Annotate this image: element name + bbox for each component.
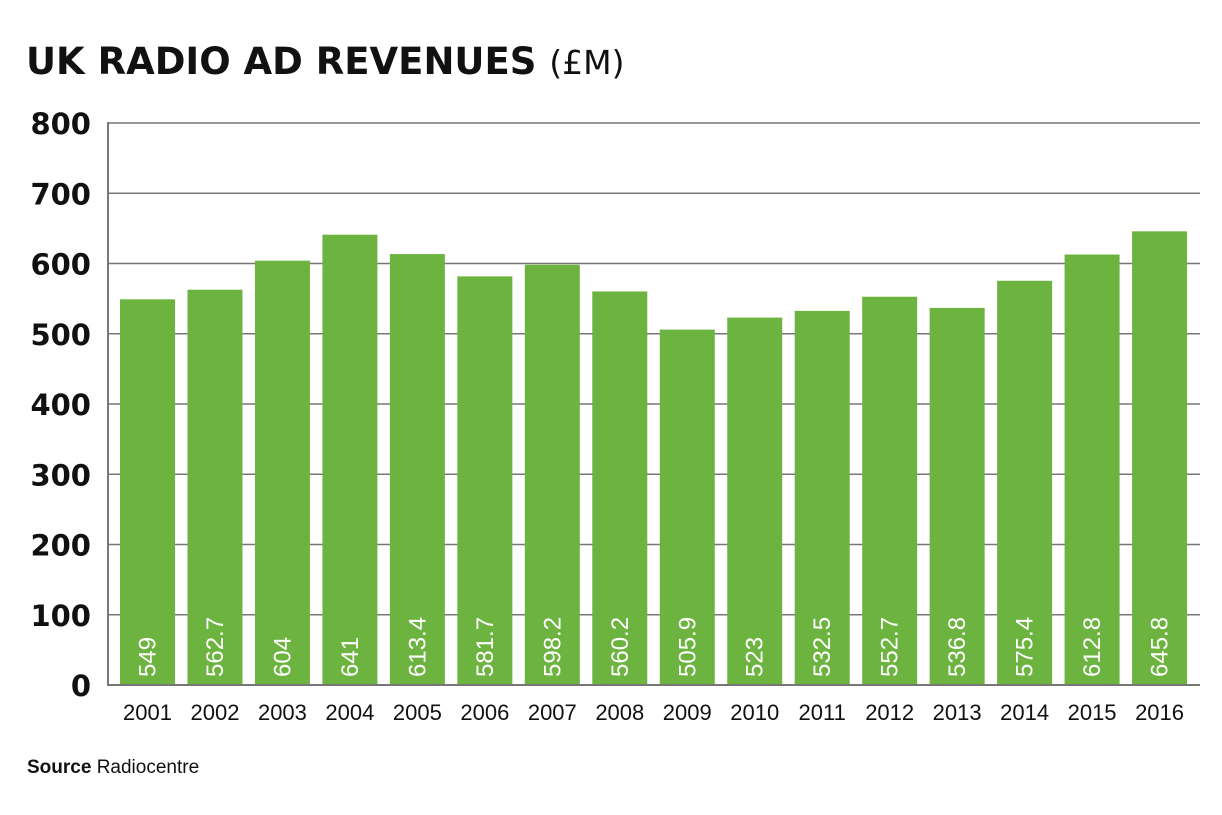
x-tick-label: 2002 bbox=[190, 700, 239, 725]
bar-2009 bbox=[659, 329, 715, 685]
x-tick-label: 2013 bbox=[933, 700, 982, 725]
source-note: Source Radiocentre bbox=[27, 757, 199, 779]
x-tick-label: 2012 bbox=[865, 700, 914, 725]
bar-2008 bbox=[592, 291, 648, 685]
data-label: 523 bbox=[742, 637, 769, 677]
x-tick-label: 2016 bbox=[1135, 700, 1184, 725]
x-tick-label: 2011 bbox=[799, 700, 846, 725]
data-label: 505.9 bbox=[674, 617, 701, 677]
bar-2013 bbox=[929, 307, 985, 685]
data-label: 645.8 bbox=[1147, 617, 1174, 677]
x-tick-label: 2006 bbox=[460, 700, 509, 725]
x-tick-label: 2003 bbox=[258, 700, 307, 725]
data-label: 562.7 bbox=[202, 617, 229, 677]
bar-2005 bbox=[389, 254, 445, 686]
chart-title-unit: (£M) bbox=[549, 43, 625, 82]
y-tick-label: 600 bbox=[30, 248, 91, 282]
y-tick-label: 500 bbox=[30, 318, 91, 352]
bars: 549 562.7 604 641 613.4 581.7 598.2 560.2 505.9 5… bbox=[120, 231, 1188, 686]
data-label: 612.8 bbox=[1079, 617, 1106, 677]
data-label: 581.7 bbox=[472, 617, 499, 677]
bar-2010 bbox=[727, 317, 783, 685]
bar-2002 bbox=[187, 289, 243, 685]
bar-2001 bbox=[120, 299, 175, 685]
x-tick-label: 2008 bbox=[595, 700, 644, 725]
y-tick-label: 400 bbox=[30, 388, 91, 422]
bar-2006 bbox=[457, 276, 513, 685]
bar-2003 bbox=[254, 260, 310, 685]
bar-2016 bbox=[1132, 231, 1188, 685]
data-label: 532.5 bbox=[809, 617, 836, 677]
x-tick-label: 2009 bbox=[663, 700, 712, 725]
x-axis-ticks: 2001 2002 2003 2004 2005 2006 2007 2008 2009 2010… bbox=[123, 700, 1184, 725]
bar-2015 bbox=[1064, 254, 1120, 685]
data-label: 552.7 bbox=[877, 617, 904, 677]
chart-title: UK RADIO AD REVENUES (£M) bbox=[26, 40, 625, 83]
y-axis-ticks: 0 100 200 300 400 500 600 700 800 bbox=[30, 107, 91, 703]
y-tick-label: 700 bbox=[30, 177, 91, 211]
x-tick-label: 2004 bbox=[325, 700, 374, 725]
data-label: 536.8 bbox=[944, 617, 971, 677]
x-tick-label: 2001 bbox=[123, 700, 172, 725]
data-label: 549 bbox=[135, 637, 162, 677]
data-label: 575.4 bbox=[1012, 617, 1039, 677]
bar-2014 bbox=[997, 280, 1053, 685]
y-tick-label: 300 bbox=[30, 458, 91, 492]
source-label: Source bbox=[27, 757, 92, 778]
x-tick-label: 2010 bbox=[730, 700, 779, 725]
bar-2004 bbox=[322, 234, 378, 685]
bar-2007 bbox=[524, 264, 580, 685]
chart-title-text: UK RADIO AD REVENUES bbox=[26, 40, 537, 83]
x-tick-label: 2015 bbox=[1068, 700, 1117, 725]
data-label: 598.2 bbox=[539, 617, 566, 677]
y-tick-label: 800 bbox=[30, 107, 91, 141]
y-tick-label: 100 bbox=[30, 599, 91, 633]
y-tick-label: 200 bbox=[30, 529, 91, 563]
data-label: 560.2 bbox=[607, 617, 634, 677]
data-label: 613.4 bbox=[404, 617, 431, 677]
y-tick-label: 0 bbox=[71, 669, 91, 703]
x-tick-label: 2007 bbox=[528, 700, 577, 725]
bar-2011 bbox=[794, 310, 850, 685]
source-value: Radiocentre bbox=[96, 757, 200, 778]
x-tick-label: 2005 bbox=[393, 700, 442, 725]
bar-2012 bbox=[862, 296, 918, 685]
data-label: 641 bbox=[337, 637, 364, 677]
data-label: 604 bbox=[269, 637, 296, 677]
x-tick-label: 2014 bbox=[1000, 700, 1049, 725]
